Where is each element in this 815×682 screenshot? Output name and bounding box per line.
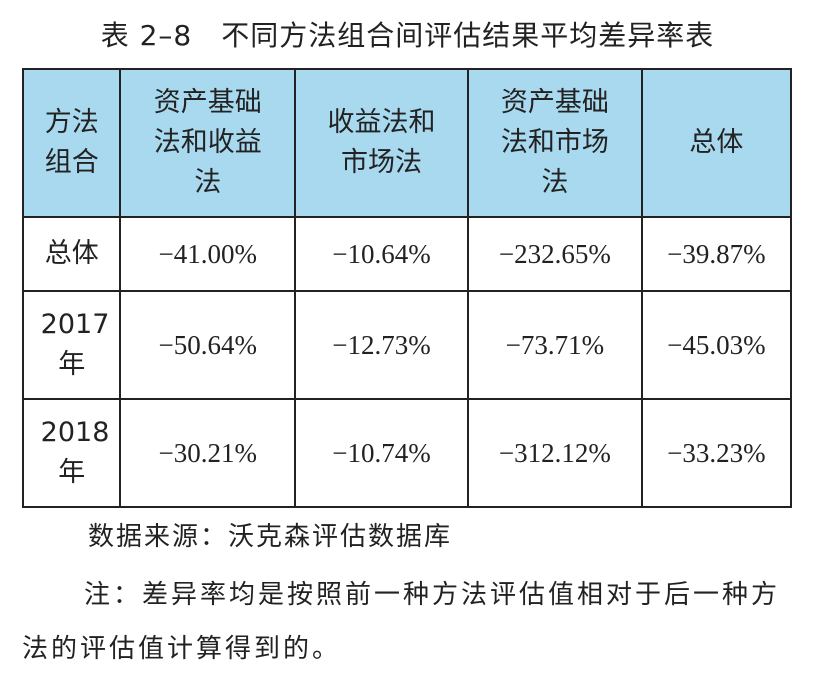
cell-value: −10.64% — [332, 238, 431, 269]
table: 方法组合 资产基础法和收益法 收益法和市场法 资产基础法和市场法 总体 总体 −41.00… — [21, 68, 793, 508]
table-row: 2018年 −30.21% −10.74% −312.12% −33.23% — [21, 398, 793, 508]
header-text: 资产基础法和收益法 — [153, 87, 262, 198]
row-label: 总体 — [44, 238, 99, 269]
cell-value: −33.23% — [667, 437, 766, 468]
header-row: 方法组合 资产基础法和收益法 收益法和市场法 资产基础法和市场法 总体 — [21, 68, 793, 218]
header-cell: 收益法和市场法 — [294, 68, 469, 218]
table-row: 2017年 −50.64% −12.73% −73.71% −45.03% — [21, 290, 793, 400]
header-text: 总体 — [689, 127, 744, 158]
table-cell: −10.74% — [294, 398, 469, 508]
cell-value: −41.00% — [158, 238, 257, 269]
table-cell: −50.64% — [119, 290, 297, 400]
table-cell: 总体 — [21, 216, 122, 292]
table-cell: −73.71% — [466, 290, 643, 400]
header-cell: 资产基础法和市场法 — [466, 68, 643, 218]
header-text: 收益法和市场法 — [327, 107, 436, 178]
table-cell: 2018年 — [21, 398, 122, 508]
table-cell: −33.23% — [640, 398, 793, 508]
table-title: 表 2–8 不同方法组合间评估结果平均差异率表 — [100, 19, 715, 52]
source: 数据来源：沃克森评估数据库 — [88, 522, 453, 551]
table-cell: −232.65% — [466, 216, 643, 292]
table-cell: 2017年 — [21, 290, 122, 400]
cell-value: −12.73% — [332, 329, 431, 360]
note: 注：差异率均是按照前一种方法评估值相对于后一种方法的评估值计算得到的。 — [22, 580, 781, 663]
cell-value: −312.12% — [498, 437, 611, 468]
row-label: 2017年 — [40, 309, 110, 380]
table-cell: −12.73% — [294, 290, 469, 400]
cell-value: −50.64% — [158, 329, 257, 360]
header-text: 资产基础法和市场法 — [500, 87, 609, 198]
header-text: 方法组合 — [44, 107, 99, 178]
cell-value: −45.03% — [667, 329, 766, 360]
cell-value: −10.74% — [332, 437, 431, 468]
row-label: 2018年 — [40, 417, 110, 488]
table-row: 总体 −41.00% −10.64% −232.65% −39.87% — [21, 216, 793, 292]
cell-value: −73.71% — [505, 329, 605, 360]
table-cell: −39.87% — [640, 216, 793, 292]
table-cell: −30.21% — [119, 398, 297, 508]
header-cell: 方法组合 — [21, 68, 122, 218]
cell-value: −232.65% — [498, 238, 611, 269]
table-cell: −45.03% — [640, 290, 793, 400]
header-cell: 总体 — [640, 68, 793, 218]
header-cell: 资产基础法和收益法 — [119, 68, 297, 218]
cell-value: −39.87% — [667, 238, 766, 269]
table-cell: −312.12% — [466, 398, 643, 508]
cell-value: −30.21% — [158, 437, 257, 468]
table-cell: −41.00% — [119, 216, 297, 292]
table-cell: −10.64% — [294, 216, 469, 292]
